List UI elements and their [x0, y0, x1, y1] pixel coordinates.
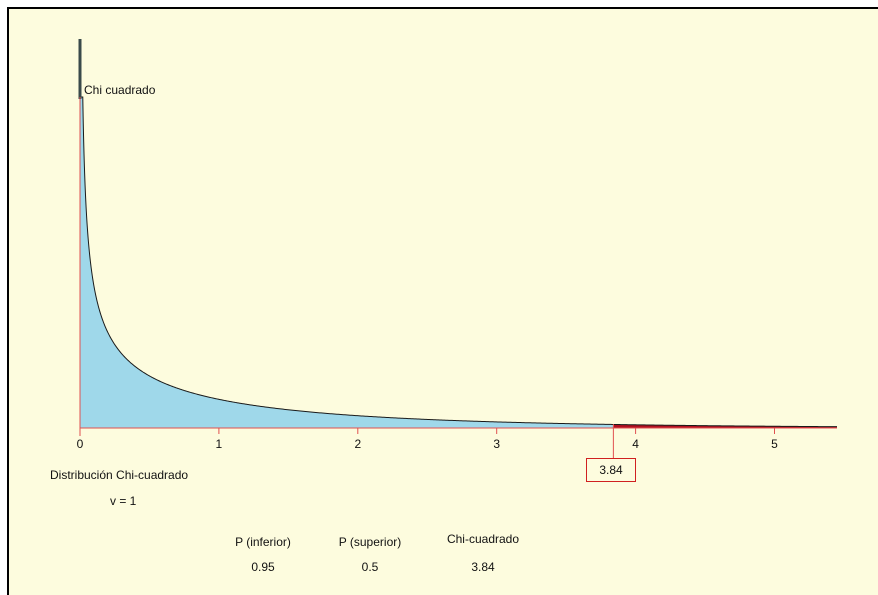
df-label: v = 1 — [110, 494, 137, 508]
chart-panel: 0 1 2 3 4 5 Chi cuadrado Distribución Chi-cua… — [7, 7, 878, 595]
x-tick-label: 3 — [493, 437, 500, 451]
p-lower-value: 0.95 — [251, 560, 275, 574]
x-tick-label: 1 — [216, 437, 223, 451]
curve-label: Chi cuadrado — [84, 83, 156, 97]
p-upper-label: P (superior) — [338, 535, 402, 549]
chi-square-value: 3.84 — [471, 560, 495, 574]
x-tick-label: 4 — [632, 437, 639, 451]
p-lower-label: P (inferior) — [235, 535, 291, 549]
distribution-label: Distribución Chi-cuadrado — [50, 468, 189, 482]
chi-square-label: Chi-cuadrado — [446, 532, 520, 546]
p-upper-value: 0.5 — [361, 560, 379, 574]
critical-value-box: 3.84 — [586, 458, 636, 482]
lower-region-area — [80, 97, 614, 428]
x-tick-label: 0 — [77, 437, 84, 451]
x-tick-label: 2 — [354, 437, 361, 451]
x-tick-label: 5 — [771, 437, 778, 451]
density-curve — [79, 87, 838, 428]
chi-square-plot: 0 1 2 3 4 5 — [77, 39, 838, 458]
